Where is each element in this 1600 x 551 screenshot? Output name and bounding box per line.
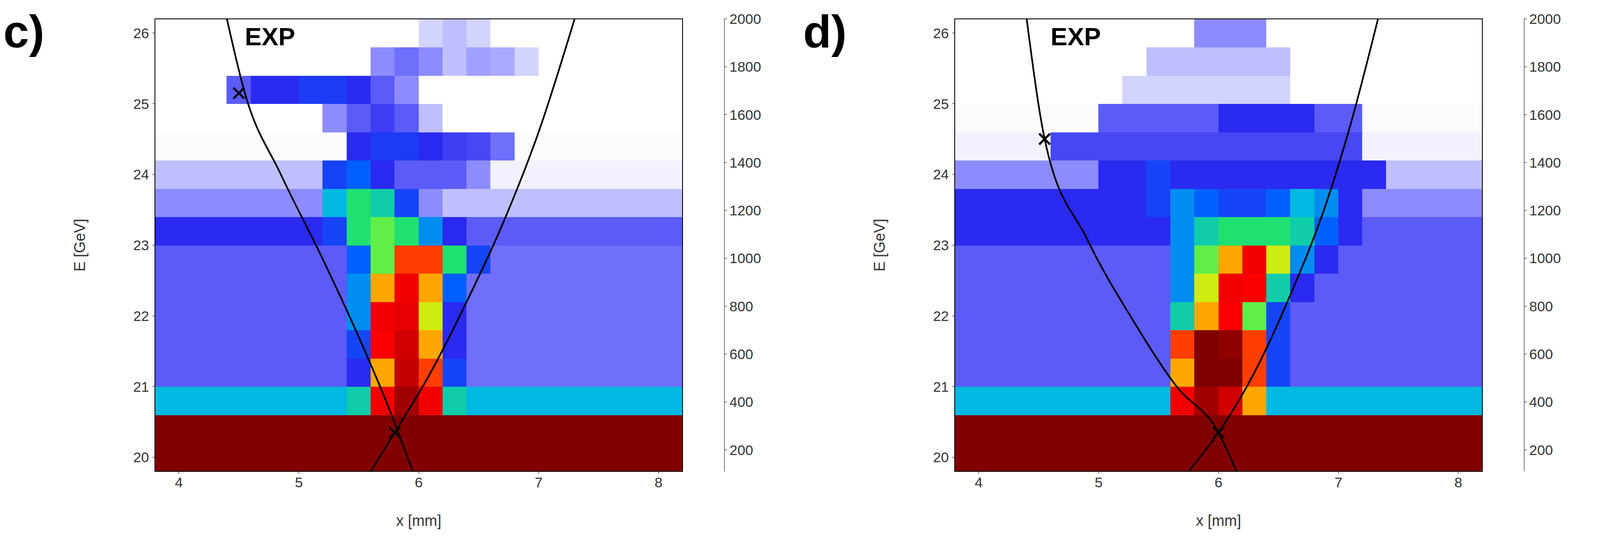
svg-text:8: 8 [654,474,663,490]
html-text:c): c) [3,5,45,57]
svg-text:x [mm]: x [mm] [396,511,442,529]
svg-text:6: 6 [414,474,423,490]
svg-text:22: 22 [932,307,949,324]
svg-text:800: 800 [1529,298,1554,315]
svg-text:1200: 1200 [1529,202,1562,219]
svg-text:1000: 1000 [1529,249,1562,266]
svg-text:x [mm]: x [mm] [1195,511,1242,529]
svg-text:5: 5 [1094,474,1103,490]
svg-text:1800: 1800 [1529,58,1562,75]
svg-text:800: 800 [729,298,754,315]
svg-text:1200: 1200 [729,202,762,219]
svg-text:200: 200 [1529,441,1554,458]
svg-text:22: 22 [133,307,150,324]
svg-text:7: 7 [534,474,543,490]
svg-text:24: 24 [932,166,949,183]
svg-text:20: 20 [133,448,150,465]
svg-text:26: 26 [133,25,150,42]
svg-text:1000: 1000 [729,249,762,266]
svg-text:21: 21 [932,378,949,395]
svg-text:400: 400 [729,393,754,410]
svg-text:7: 7 [1334,474,1343,490]
svg-text:400: 400 [1529,393,1554,410]
svg-text:20: 20 [932,448,949,465]
svg-text:5: 5 [294,474,303,490]
svg-text:200: 200 [729,441,754,458]
svg-text:2000: 2000 [729,10,762,27]
svg-text:25: 25 [133,95,150,112]
svg-text:1600: 1600 [1529,106,1562,123]
svg-text:24: 24 [133,166,150,183]
svg-text:600: 600 [729,345,754,362]
svg-text:1600: 1600 [729,106,762,123]
svg-text:EXP: EXP [244,22,296,51]
svg-text:1800: 1800 [729,58,762,75]
svg-text:23: 23 [133,237,150,253]
svg-text:EXP: EXP [1050,22,1101,51]
svg-text:4: 4 [974,474,983,490]
svg-text:4: 4 [175,474,183,490]
svg-text:21: 21 [133,378,150,395]
html-text:d): d) [803,5,847,57]
svg-text:1400: 1400 [1529,154,1562,171]
svg-text:23: 23 [932,237,949,253]
svg-text:2000: 2000 [1529,10,1562,27]
svg-text:6: 6 [1214,474,1223,490]
svg-text:26: 26 [932,25,949,42]
svg-text:E [GeV]: E [GeV] [870,218,889,272]
svg-text:8: 8 [1454,474,1463,490]
svg-text:E [GeV]: E [GeV] [71,218,89,272]
svg-text:600: 600 [1529,345,1554,362]
svg-text:1400: 1400 [729,154,762,171]
svg-text:25: 25 [932,95,949,112]
